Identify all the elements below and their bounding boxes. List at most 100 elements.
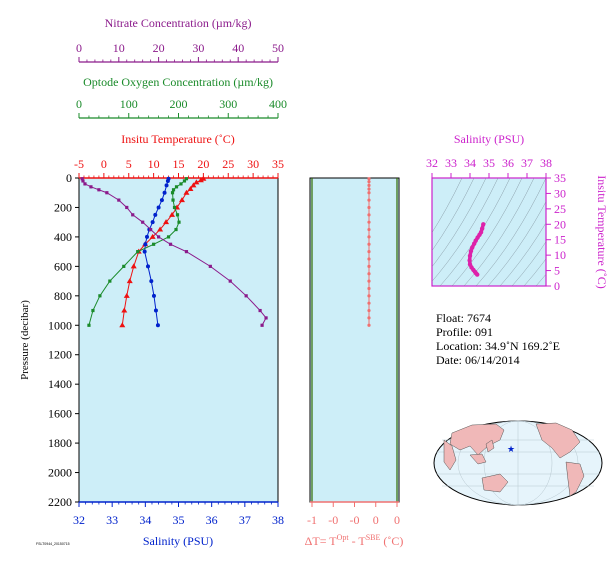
ts-salinity-tick-label: 35 — [483, 156, 495, 170]
oxygen-tick-label: 300 — [219, 97, 237, 111]
density-contour — [523, 258, 546, 286]
temperature-tick-label: 0 — [101, 157, 107, 171]
oxygen-point — [108, 279, 112, 283]
nitrate-tick-label: 40 — [232, 41, 244, 55]
delta-t-point — [367, 213, 371, 217]
temperature-tick-label: -5 — [74, 157, 84, 171]
nitrate-point — [131, 213, 135, 217]
oxygen-point — [122, 264, 126, 268]
salinity-axis-label: Salinity (PSU) — [143, 534, 213, 548]
nitrate-axis: 0 10 20 30 40 50 Nitrate Concentration (µm/kg… — [76, 16, 284, 63]
salinity-tick-label: 38 — [272, 513, 284, 527]
ts-salinity-tick-label: 38 — [540, 156, 552, 170]
oxygen-point — [171, 198, 175, 202]
salinity-tick-label: 34 — [139, 513, 151, 527]
temperature-axis: -5 0 5 10 15 20 25 30 35 Insitu Temperature (˚C) — [74, 132, 284, 179]
ts-temperature-tick-label: 5 — [554, 264, 560, 278]
delta-t-point — [367, 308, 371, 313]
delta-t-point — [367, 250, 371, 254]
salinity-point — [155, 323, 160, 328]
density-contour — [535, 273, 546, 286]
oxygen-point — [171, 188, 176, 192]
nitrate-point — [208, 264, 212, 268]
ts-salinity-tick-label: 32 — [426, 156, 438, 170]
nitrate-point — [80, 177, 84, 181]
delta-t-point — [367, 180, 371, 184]
oxygen-tick-label: 100 — [120, 97, 138, 111]
salinity-point — [156, 205, 161, 210]
southeast-asia-shape — [469, 453, 487, 465]
ts-salinity-tick-label: 37 — [521, 156, 533, 170]
profile-series — [80, 175, 268, 328]
oxygen-point — [177, 220, 181, 224]
ts-temperature-tick-label: 15 — [554, 233, 566, 247]
oxygen-point — [98, 294, 102, 298]
delta-t-point — [367, 177, 371, 181]
delta-t-point — [367, 242, 371, 246]
float-info: Float: 7674 Profile: 091 Location: 34.9˚… — [436, 311, 560, 367]
delta-t-point — [367, 279, 371, 283]
nitrate-point — [141, 220, 145, 224]
date: Date: 06/14/2014 — [436, 353, 520, 367]
ts-point — [467, 253, 473, 258]
delta-t-point — [367, 235, 371, 239]
oxygen-point — [166, 235, 171, 239]
salinity-tick-label: 35 — [173, 513, 185, 527]
density-contour — [432, 178, 487, 268]
ts-temperature-tick-label: 25 — [554, 202, 566, 216]
delta-t-point — [367, 191, 371, 195]
temperature-point — [126, 278, 133, 284]
delta-t-tick-label: 0 — [394, 513, 400, 527]
oxygen-point — [175, 213, 180, 217]
oxygen-point — [87, 323, 91, 327]
map-continents — [443, 422, 585, 497]
density-contour — [487, 201, 546, 286]
oxygen-point — [152, 242, 156, 246]
south-america-shape — [565, 461, 585, 497]
temperature-tick-label: 15 — [173, 157, 185, 171]
delta-t-tick-label: -0 — [328, 513, 338, 527]
nitrate-point — [149, 227, 153, 232]
oxygen-point — [184, 177, 189, 181]
delta-t-point — [367, 220, 371, 224]
salinity-point — [159, 198, 164, 203]
delta-t-tick-label: -1 — [307, 513, 317, 527]
temperature-tick-label: 10 — [148, 157, 160, 171]
temperature-tick-label: 35 — [272, 157, 284, 171]
pressure-tick-label: 1600 — [48, 407, 72, 421]
temperature-tick-label: 30 — [247, 157, 259, 171]
temperature-point — [157, 226, 164, 232]
salinity-tick-label: 36 — [206, 513, 218, 527]
delta-t-point — [367, 264, 371, 268]
delta-t-tick-label: 0 — [373, 513, 379, 527]
nitrate-tick-label: 0 — [76, 41, 82, 55]
delta-t-point — [367, 198, 371, 202]
nitrate-point — [260, 323, 264, 327]
ts-temperature-axis-label: Insitu Temperature (˚C) — [595, 175, 609, 289]
temperature-axis-label: Insitu Temperature (˚C) — [121, 132, 235, 146]
ts-point — [475, 272, 480, 277]
ts-point — [468, 248, 474, 254]
temperature-point — [121, 307, 128, 313]
float-location-star-icon: ★ — [507, 444, 515, 454]
salinity-point — [151, 293, 156, 298]
pressure-tick-label: 200 — [54, 200, 72, 214]
ts-salinity-tick-label: 33 — [445, 156, 457, 170]
oxygen-tick-label: 400 — [269, 97, 287, 111]
ts-temperature-tick-label: 30 — [554, 186, 566, 200]
africa-shape — [443, 439, 457, 471]
delta-t-point — [367, 187, 371, 191]
oxygen-point — [91, 308, 95, 313]
density-contour — [432, 178, 499, 282]
ts-salinity-tick-label: 36 — [502, 156, 514, 170]
nitrate-point — [258, 308, 262, 313]
delta-t-point — [367, 272, 371, 276]
salinity-point — [164, 183, 169, 188]
ts-salinity-tick-label: 34 — [464, 156, 476, 170]
pressure-tick-label: 2200 — [48, 495, 72, 509]
oxygen-tick-label: 200 — [170, 97, 188, 111]
temperature-point — [178, 197, 185, 203]
pressure-tick-label: 0 — [66, 171, 72, 185]
